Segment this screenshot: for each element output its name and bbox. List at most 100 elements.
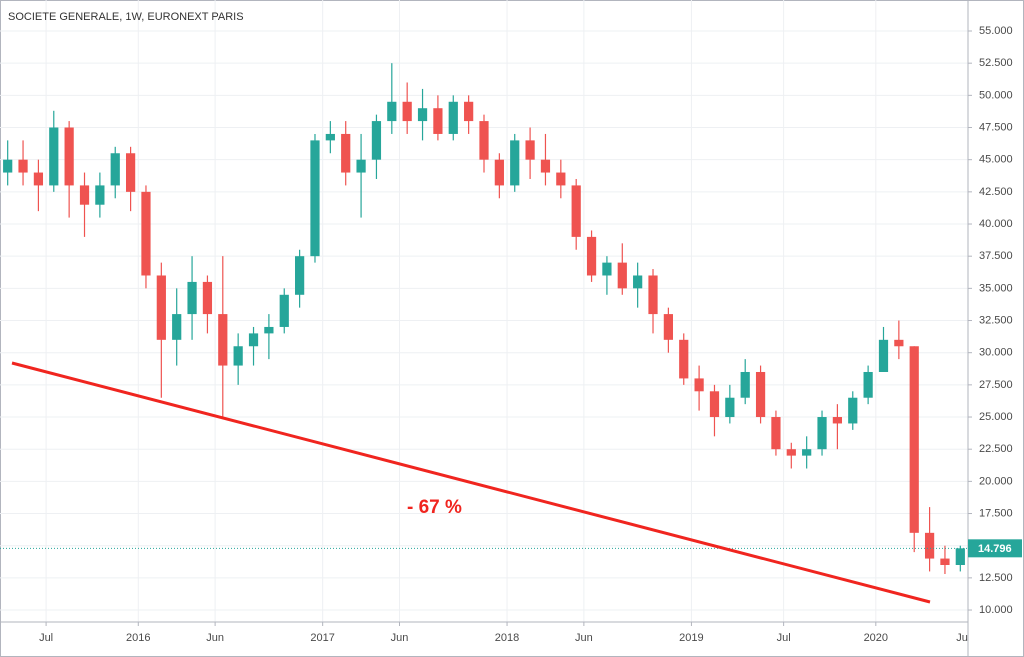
y-tick-label: 35.000 (979, 282, 1013, 294)
candle-body (817, 417, 827, 450)
x-tick-label: 2018 (495, 632, 519, 644)
candle-body (187, 281, 197, 315)
candle-body (617, 262, 627, 289)
candle-body (955, 548, 965, 565)
candle-body (325, 133, 335, 141)
candle-body (141, 191, 151, 276)
candle-body (663, 314, 673, 340)
candle-body (755, 371, 766, 418)
candles (0, 63, 968, 575)
y-tick-label: 20.000 (979, 475, 1013, 487)
y-tick-label: 47.500 (979, 121, 1013, 133)
y-tick-label: 12.500 (979, 572, 1013, 584)
y-tick-label: 30.000 (979, 347, 1013, 359)
candle-body (402, 101, 412, 122)
candle-body (602, 262, 612, 276)
candle-body (356, 159, 366, 173)
candle-body (863, 371, 873, 398)
x-tick-label: 2019 (679, 632, 703, 644)
candle-body (110, 153, 120, 186)
candle-body (648, 275, 658, 315)
candle-body (940, 558, 950, 565)
candle-body (909, 346, 919, 533)
candle-body (371, 121, 382, 160)
candle-body (233, 346, 243, 366)
y-tick-label: 32.500 (979, 314, 1013, 326)
axes: 10.00012.50015.00017.50020.00022.50025.0… (39, 25, 1022, 644)
y-tick-label: 42.500 (979, 186, 1013, 198)
candle-body (540, 159, 551, 173)
candle-body (571, 185, 581, 237)
y-tick-label: 50.000 (979, 89, 1013, 101)
candle-body (310, 140, 320, 257)
x-tick-label: 2020 (864, 632, 888, 644)
candle-body (832, 417, 843, 424)
x-tick-label: Jul (777, 632, 791, 644)
candle-body (556, 172, 566, 186)
trend-line (11, 361, 931, 604)
candle-body (18, 159, 28, 173)
x-tick-label: Jul (39, 632, 53, 644)
candle-body (448, 101, 458, 134)
candle-body (202, 281, 213, 315)
candle-body (740, 371, 750, 398)
y-tick-label: 10.000 (979, 604, 1013, 616)
candle-body (341, 133, 351, 173)
y-tick-label: 25.000 (979, 411, 1013, 423)
candle-body (49, 127, 59, 186)
candle-body (786, 449, 796, 456)
chart-title: SOCIETE GENERALE, 1W, EURONEXT PARIS (8, 11, 244, 23)
candle-body (848, 397, 858, 424)
y-tick-label: 22.500 (979, 443, 1013, 455)
candle-body (725, 397, 735, 418)
candle-body (387, 101, 397, 122)
candle-body (279, 294, 289, 327)
y-tick-label: 40.000 (979, 218, 1013, 230)
x-tick-label: Jun (391, 632, 409, 644)
candle-body (894, 339, 904, 347)
y-tick-label: 37.500 (979, 250, 1013, 262)
candle-body (771, 417, 781, 450)
candle-body (433, 108, 443, 134)
candle-body (3, 159, 13, 173)
candle-body (417, 108, 428, 122)
x-tick-label: Ju (956, 632, 968, 644)
candle-body (709, 391, 720, 418)
candle-body (172, 314, 182, 340)
candle-body (802, 449, 812, 456)
last-price-box (968, 539, 1022, 558)
candle-body (679, 339, 689, 379)
candle-body (525, 140, 535, 160)
candle-body (479, 121, 489, 160)
y-tick-label: 52.500 (979, 57, 1013, 69)
candle-body (264, 326, 274, 334)
last-price-label: 14.796 (978, 543, 1012, 555)
x-tick-label: 2017 (310, 632, 334, 644)
annotation: - 67 % (407, 497, 462, 518)
y-tick-label: 45.000 (979, 154, 1013, 166)
candle-body (125, 153, 136, 192)
x-tick-label: 2016 (126, 632, 150, 644)
candle-body (510, 140, 520, 186)
candle-body (633, 275, 643, 289)
candle-body (494, 159, 504, 186)
candle-body (295, 256, 305, 295)
candle-body (694, 378, 704, 392)
candle-body (878, 339, 889, 372)
candle-body (64, 127, 74, 186)
candle-body (156, 275, 166, 340)
y-tick-label: 27.500 (979, 379, 1013, 391)
candle-body (924, 532, 935, 559)
candle-body (586, 236, 597, 276)
candle-body (464, 101, 474, 122)
candle-body (218, 314, 228, 366)
candle-body (33, 172, 44, 186)
x-tick-label: Jun (575, 632, 593, 644)
candle-body (248, 333, 259, 347)
candle-body (79, 185, 90, 205)
x-tick-label: Jun (206, 632, 224, 644)
candle-body (95, 185, 105, 205)
y-tick-label: 55.000 (979, 25, 1013, 37)
